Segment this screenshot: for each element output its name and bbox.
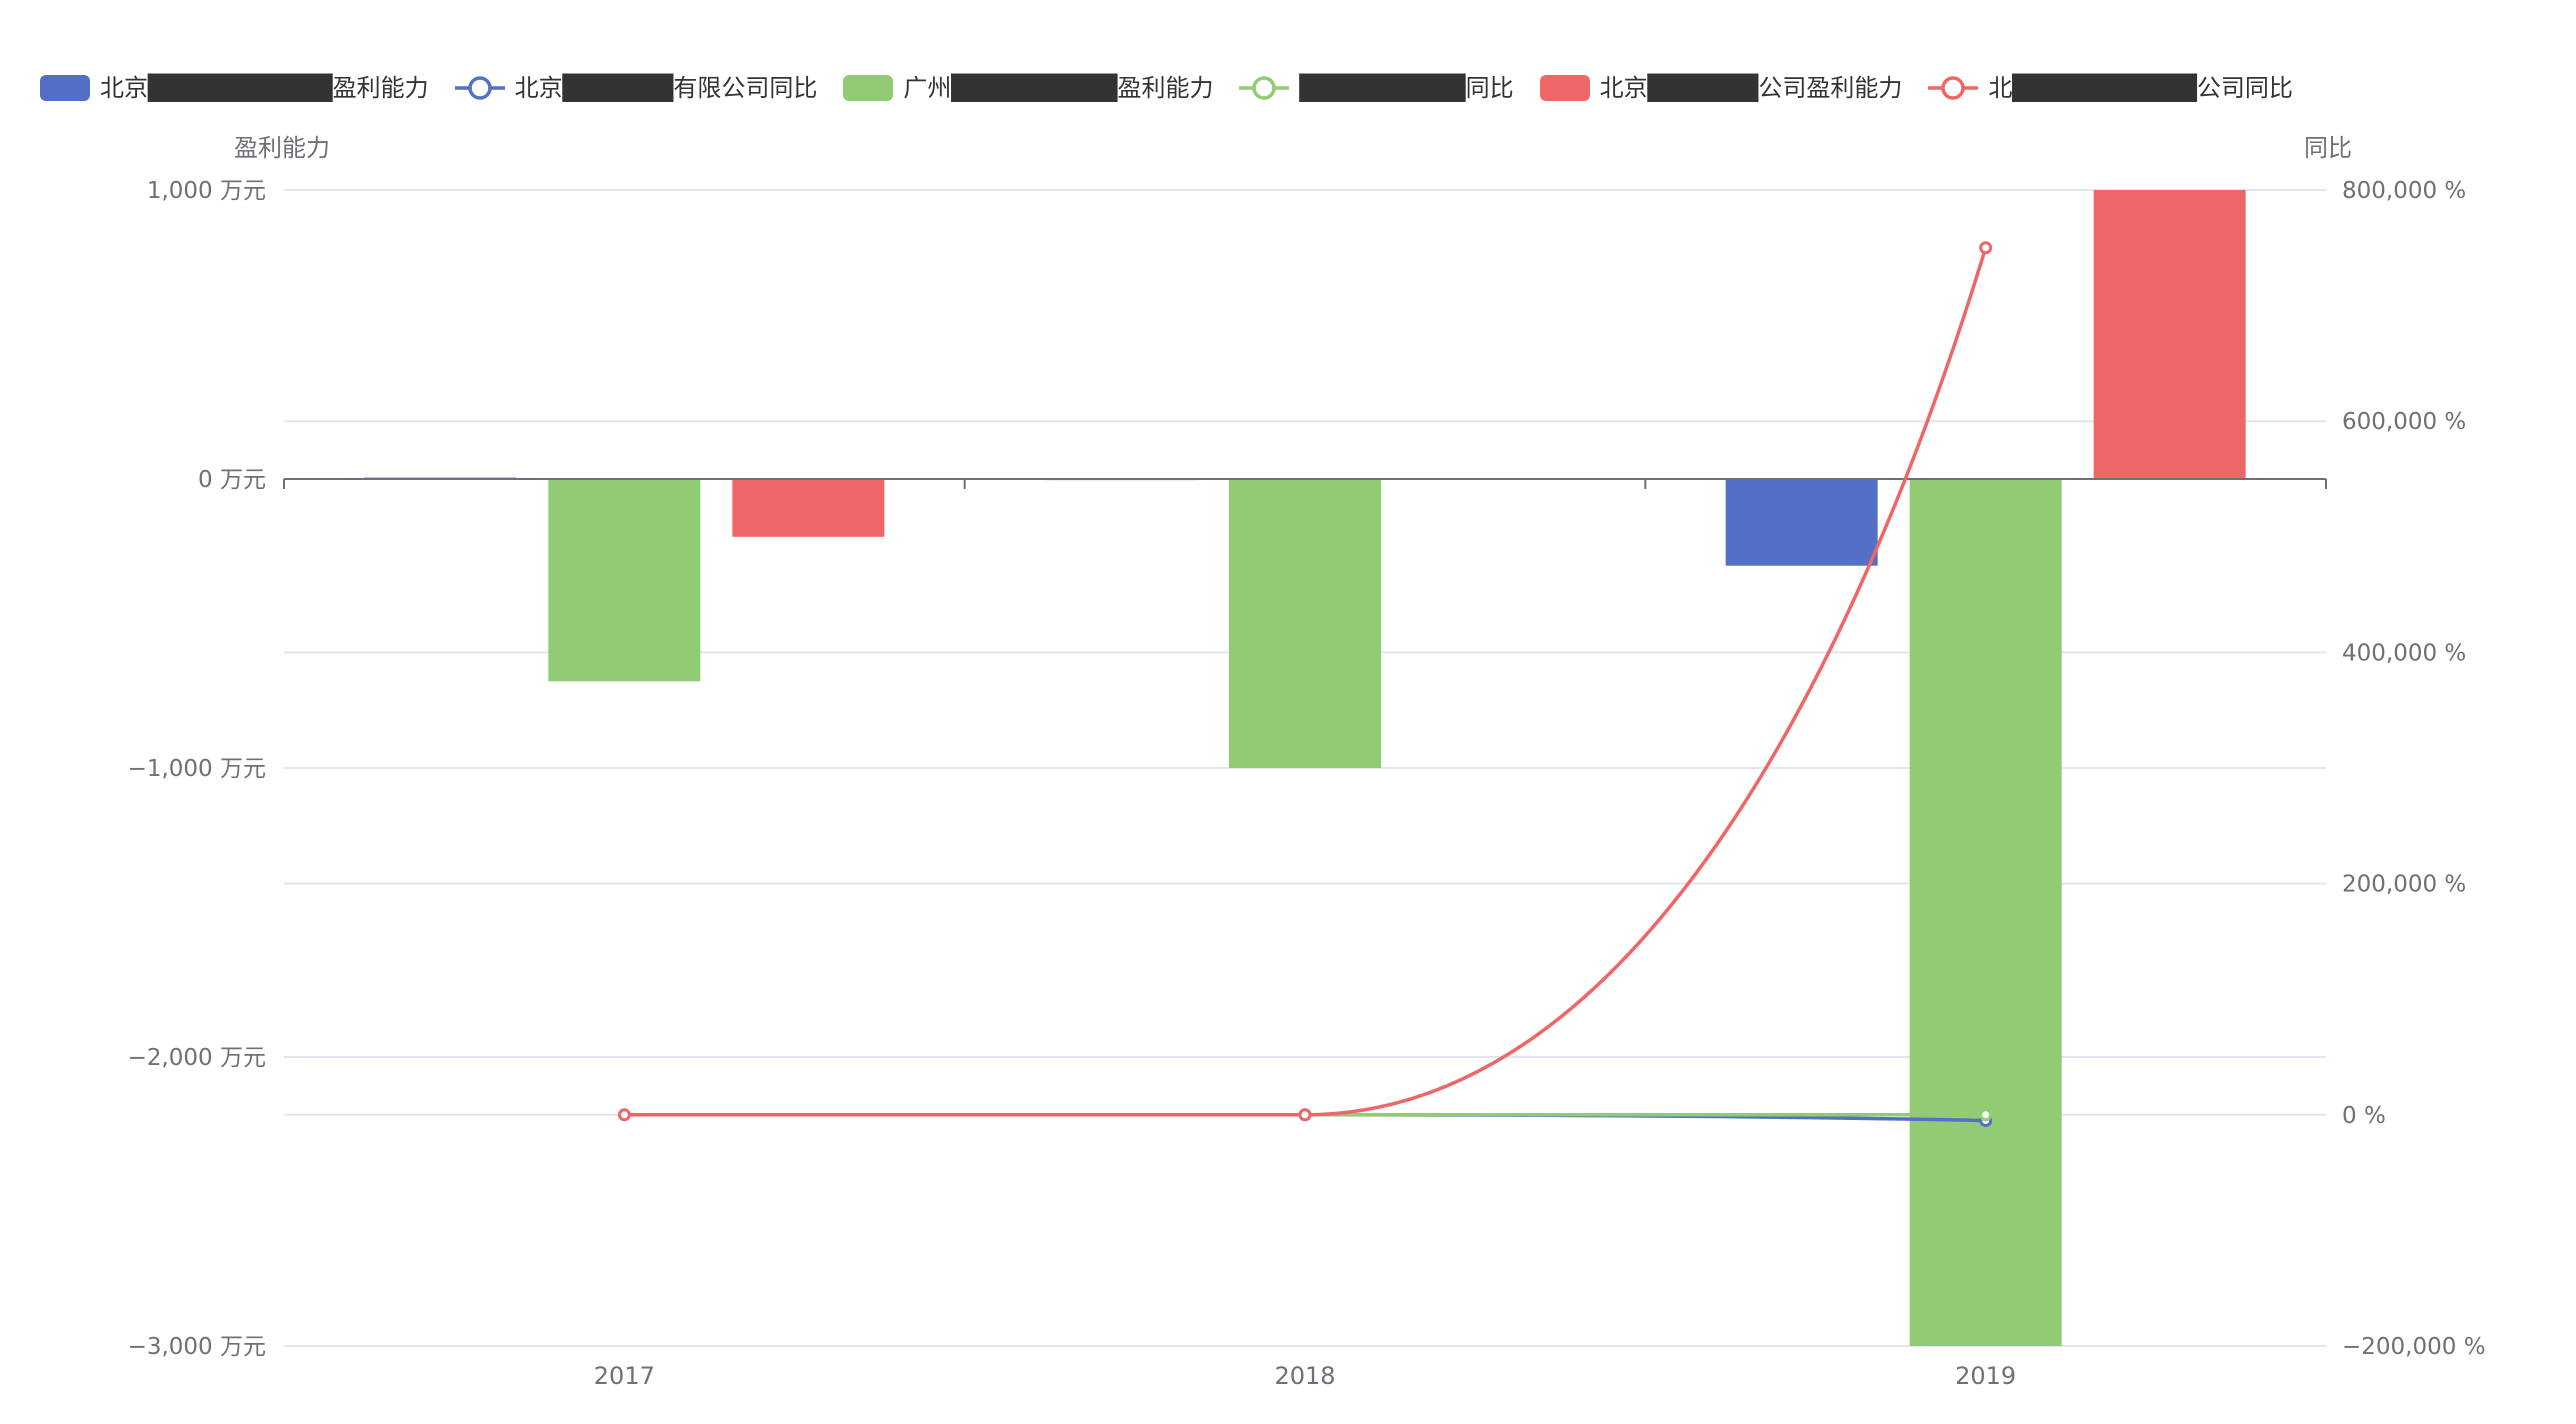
- bar-2019-s1: [1909, 479, 2062, 1346]
- y-right-tick-label: 200,000 %: [2342, 872, 2466, 898]
- legend-item-4[interactable]: 北京██████公司盈利能力: [1539, 74, 1903, 102]
- y-left-axis-title: 盈利能力: [234, 134, 330, 162]
- legend-line-marker-icon: [1928, 76, 1979, 100]
- y-right-tick-label: 0 %: [2342, 1103, 2386, 1129]
- y-left-tick-label: −2,000 万元: [128, 1045, 266, 1071]
- y-right-tick-label: 400,000 %: [2342, 640, 2466, 666]
- y-left-tick-label: 1,000 万元: [147, 178, 266, 204]
- legend-label: 北京██████有限公司同比: [514, 74, 818, 102]
- y-left-tick-label: −1,000 万元: [128, 756, 266, 782]
- bar-2019-s2: [2093, 190, 2246, 479]
- chart-legend: 北京██████████盈利能力 北京██████有限公司同比 广州████████…: [40, 74, 2293, 102]
- legend-bar-swatch-icon: [843, 75, 894, 101]
- legend-item-2[interactable]: 广州█████████盈利能力: [843, 74, 1213, 102]
- legend-item-5[interactable]: 北██████████公司同比: [1928, 74, 2293, 102]
- legend-label: 北京██████公司盈利能力: [1599, 74, 1903, 102]
- y-right-tick-label: 600,000 %: [2342, 409, 2466, 435]
- legend-item-1[interactable]: 北京██████有限公司同比: [454, 74, 818, 102]
- legend-item-3[interactable]: █████████同比: [1239, 74, 1514, 102]
- bar-2018-s1: [1229, 479, 1381, 768]
- x-tick-label-2017: 2017: [594, 1362, 655, 1390]
- y-right-axis-title: 同比: [2304, 134, 2352, 162]
- y-right-tick-label: 800,000 %: [2342, 178, 2466, 204]
- x-tick-label-2019: 2019: [1955, 1362, 2016, 1390]
- legend-line-marker-icon: [1239, 76, 1290, 100]
- legend-bar-swatch-icon: [40, 75, 90, 101]
- line-point-s2: [617, 1108, 631, 1122]
- y-left-tick-label: −3,000 万元: [128, 1334, 266, 1360]
- y-right-tick-label: −200,000 %: [2342, 1334, 2486, 1360]
- line-series-2: [624, 247, 1988, 1117]
- bar-2017-s2: [732, 479, 885, 537]
- bar-2019-s0: [1725, 479, 1878, 566]
- legend-bar-swatch-icon: [1539, 75, 1590, 101]
- x-tick-label-2018: 2018: [1274, 1362, 1335, 1390]
- bar-2017-s1: [548, 479, 701, 682]
- legend-label: 北京██████████盈利能力: [100, 74, 429, 102]
- legend-label: 北██████████公司同比: [1988, 74, 2293, 102]
- legend-label: 广州█████████盈利能力: [903, 74, 1214, 102]
- line-point-s2: [1979, 241, 1993, 255]
- legend-label: █████████同比: [1299, 74, 1514, 102]
- legend-item-0[interactable]: 北京██████████盈利能力: [40, 74, 429, 102]
- y-left-tick-label: 0 万元: [198, 467, 266, 493]
- legend-line-marker-icon: [454, 76, 505, 100]
- line-point-s1: [1979, 1108, 1993, 1122]
- line-point-s2: [1298, 1108, 1312, 1122]
